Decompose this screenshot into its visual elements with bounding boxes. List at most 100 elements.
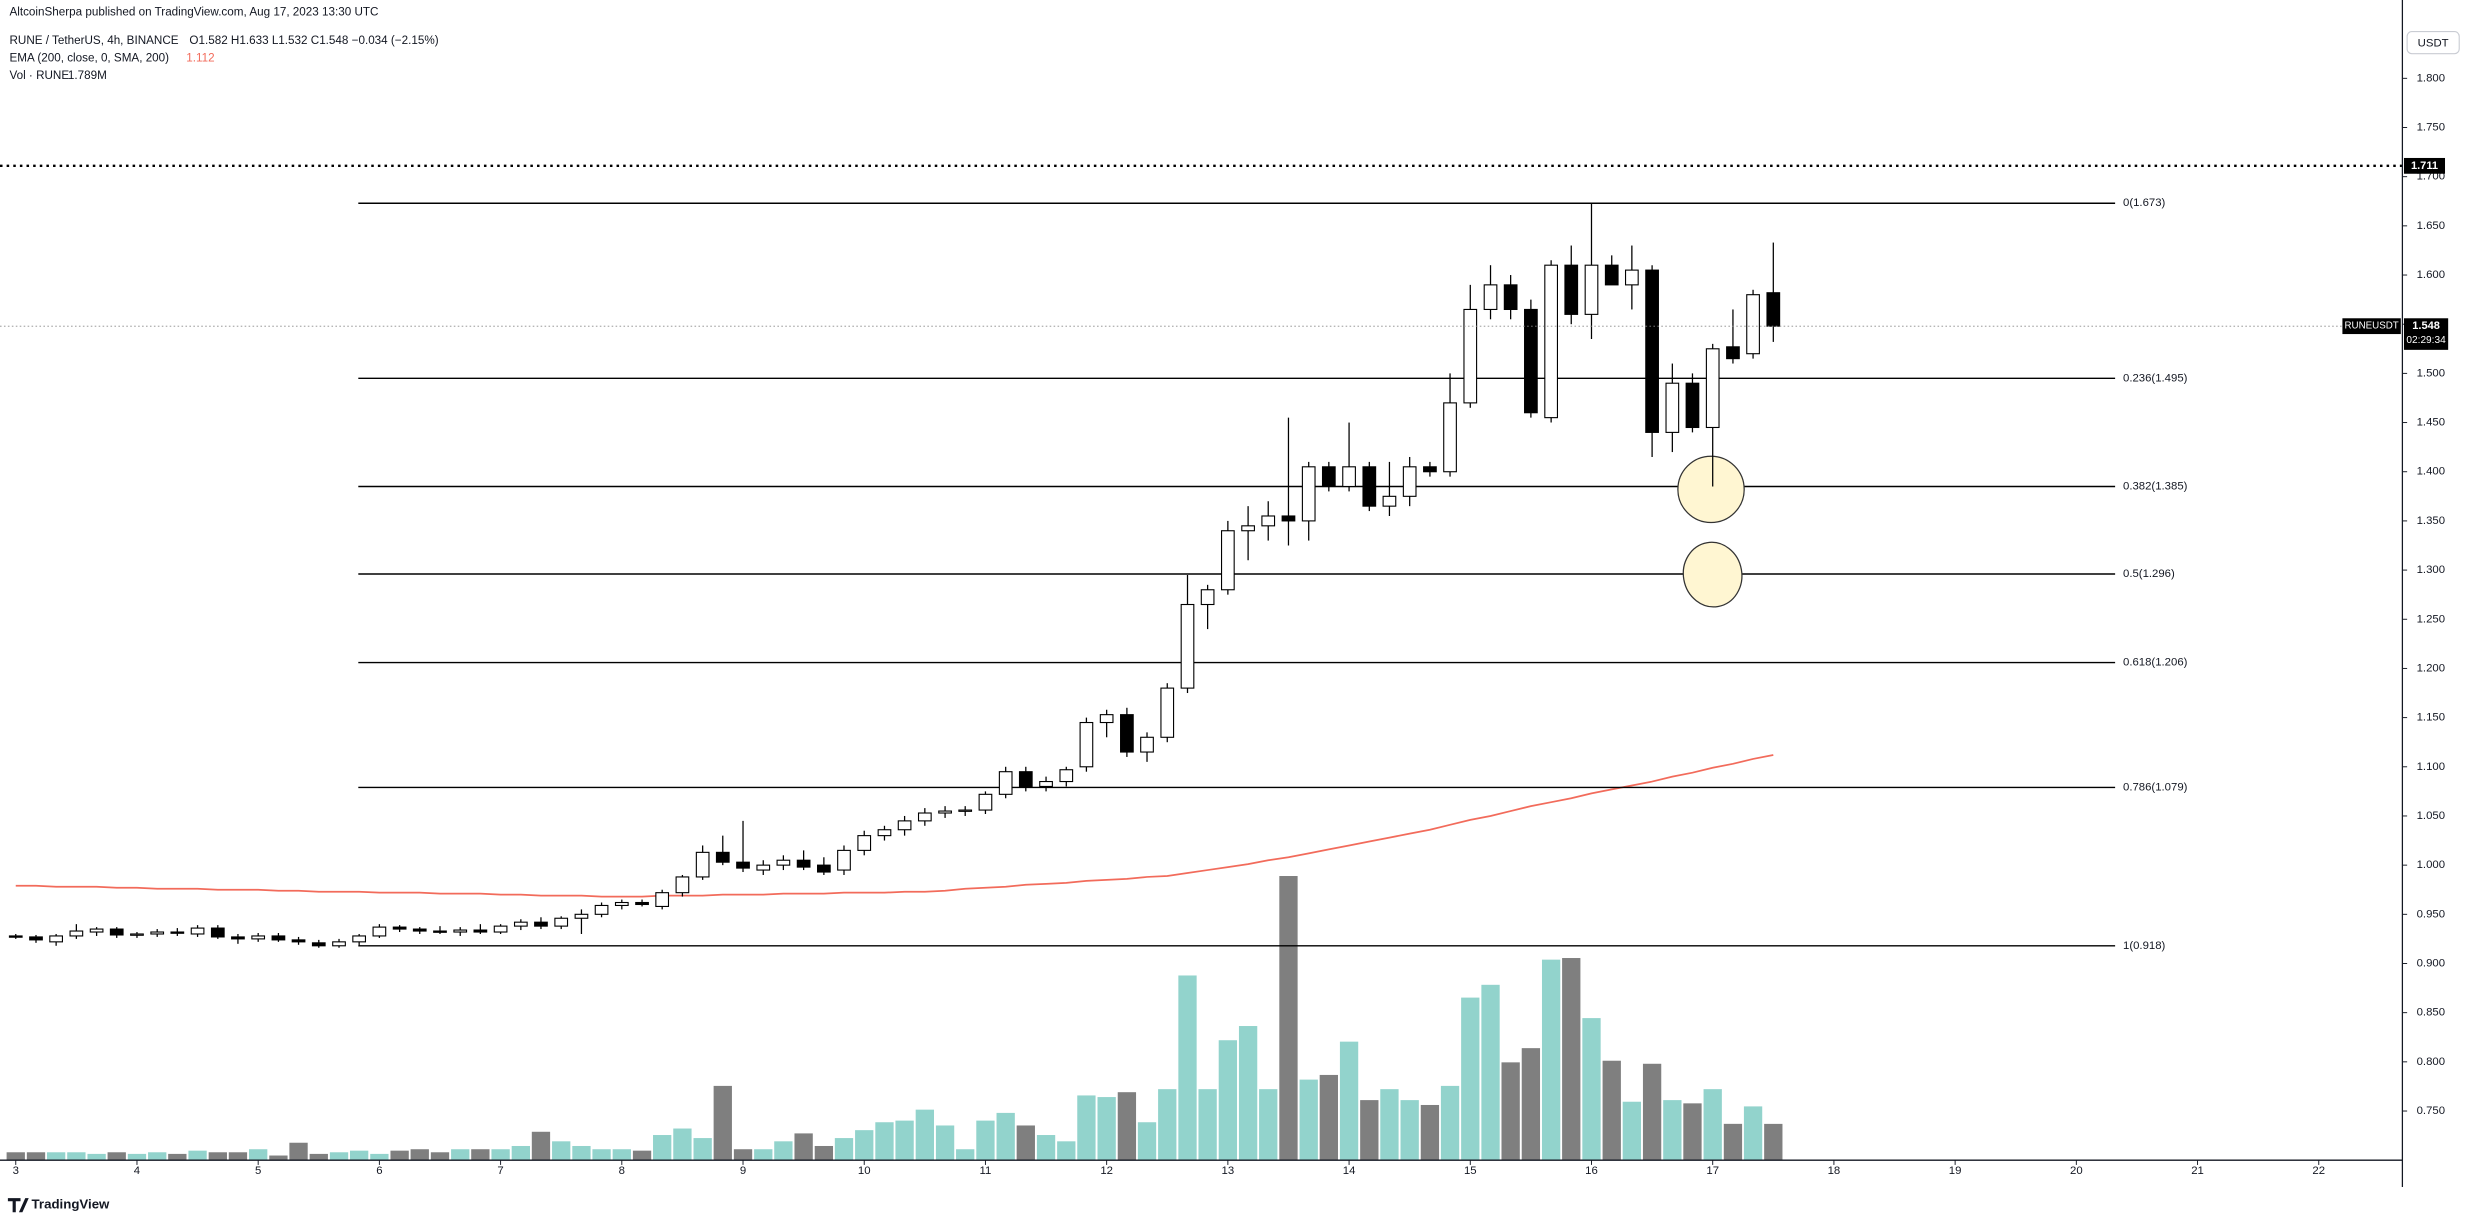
volume-bar <box>430 1152 450 1161</box>
candle-body <box>978 793 993 811</box>
volume-bar <box>1602 1060 1621 1161</box>
volume-bar <box>915 1109 934 1161</box>
volume-bar <box>1097 1097 1116 1161</box>
y-tick-label: 0.850 <box>2417 1007 2445 1019</box>
candle-body <box>1624 269 1639 286</box>
candle-body <box>756 864 771 871</box>
volume-bar <box>1198 1089 1217 1161</box>
y-tick-label: 1.100 <box>2417 761 2445 773</box>
candle-body <box>1140 736 1154 753</box>
x-tick-label: 11 <box>980 1165 992 1177</box>
candle-body <box>372 926 387 937</box>
candle-body <box>69 930 84 937</box>
volume-bar <box>491 1149 510 1161</box>
candle-body <box>534 921 548 927</box>
candle-body <box>1281 515 1296 522</box>
currency-label[interactable]: USDT <box>2418 37 2449 49</box>
candle-body <box>897 820 912 831</box>
candle-body <box>1483 284 1498 311</box>
volume-bar <box>956 1149 975 1161</box>
candle-body <box>332 941 346 947</box>
candle-body <box>392 926 407 930</box>
volume-bar <box>1541 959 1561 1161</box>
candle-body <box>1321 466 1336 488</box>
candle-body <box>938 810 952 814</box>
candle-body <box>1705 348 1720 429</box>
candle-body <box>594 904 609 915</box>
volume-bar <box>127 1153 147 1161</box>
x-tick-label: 8 <box>619 1165 625 1177</box>
candle-body <box>1423 466 1437 473</box>
candle-body <box>1443 402 1457 473</box>
currency-box[interactable] <box>2406 31 2460 55</box>
volume-bar <box>471 1149 490 1161</box>
volume-bar <box>26 1152 46 1161</box>
y-tick-label: 1.600 <box>2417 269 2445 281</box>
volume-bar <box>814 1145 834 1161</box>
volume-bar <box>1218 1040 1238 1161</box>
volume-bar <box>511 1145 530 1161</box>
volume-bar <box>1380 1089 1399 1161</box>
candle-body <box>271 935 286 941</box>
volume-bar <box>370 1153 389 1161</box>
candle-body <box>1261 515 1276 527</box>
candle-body <box>190 927 205 935</box>
fib-label: 1(0.918) <box>2123 940 2166 952</box>
y-tick-label: 0.750 <box>2417 1105 2445 1117</box>
volume-bar <box>349 1150 369 1161</box>
volume-bar <box>632 1150 652 1161</box>
price-label-box <box>2403 157 2446 174</box>
candle-layer <box>8 203 1781 948</box>
volume-bar <box>1683 1103 1702 1161</box>
volume-bar <box>1723 1123 1743 1161</box>
ema-layer <box>15 754 1774 898</box>
legend-ema: EMA (200, close, 0, SMA, 200) <box>9 52 169 65</box>
volume-bar <box>1400 1100 1419 1161</box>
volume-bar <box>673 1128 692 1161</box>
candle-body <box>1604 264 1619 286</box>
y-tick-label: 1.750 <box>2417 122 2445 134</box>
candle-body <box>736 861 750 869</box>
candle-body <box>150 931 165 935</box>
candle-body <box>1018 771 1033 788</box>
candle-body <box>998 771 1013 795</box>
candle-body <box>574 913 589 919</box>
y-tick-label: 1.800 <box>2417 72 2445 84</box>
x-tick-label: 5 <box>255 1165 261 1177</box>
candle-body <box>49 935 63 943</box>
candle-body <box>635 901 649 906</box>
volume-bar <box>1764 1123 1783 1161</box>
candle-body <box>1685 382 1700 429</box>
candle-body <box>796 859 811 868</box>
candle-body <box>8 935 23 938</box>
volume-bar <box>895 1120 914 1161</box>
candle-body <box>513 921 528 927</box>
footer-brand: TradingView <box>32 1197 110 1212</box>
ema-line <box>15 754 1774 898</box>
volume-bar <box>1642 1063 1662 1161</box>
volume-bar <box>1420 1104 1440 1161</box>
candle-body <box>1382 495 1397 507</box>
y-tick-label: 1.150 <box>2417 712 2445 724</box>
volume-bar <box>1339 1041 1359 1161</box>
volume-bar <box>693 1138 712 1161</box>
x-tick-label: 22 <box>2312 1165 2325 1177</box>
x-tick-label: 18 <box>1828 1165 1841 1177</box>
volume-bar <box>1501 1062 1520 1161</box>
volume-bar <box>249 1149 268 1161</box>
volume-bar <box>1077 1095 1096 1161</box>
volume-bar <box>188 1150 207 1161</box>
y-tick-label: 1.200 <box>2417 662 2445 674</box>
candle-body <box>89 928 104 933</box>
fib-label: 0.5(1.296) <box>2123 568 2175 580</box>
volume-bar <box>269 1155 288 1161</box>
volume-layer <box>6 876 1783 1161</box>
y-tick-label: 0.800 <box>2417 1056 2445 1068</box>
candle-body <box>1645 269 1659 433</box>
candle-body <box>1584 264 1599 315</box>
candle-body <box>857 835 872 851</box>
volume-bar <box>1259 1089 1278 1161</box>
candle-body <box>1120 714 1134 753</box>
candle-body <box>1402 466 1417 497</box>
